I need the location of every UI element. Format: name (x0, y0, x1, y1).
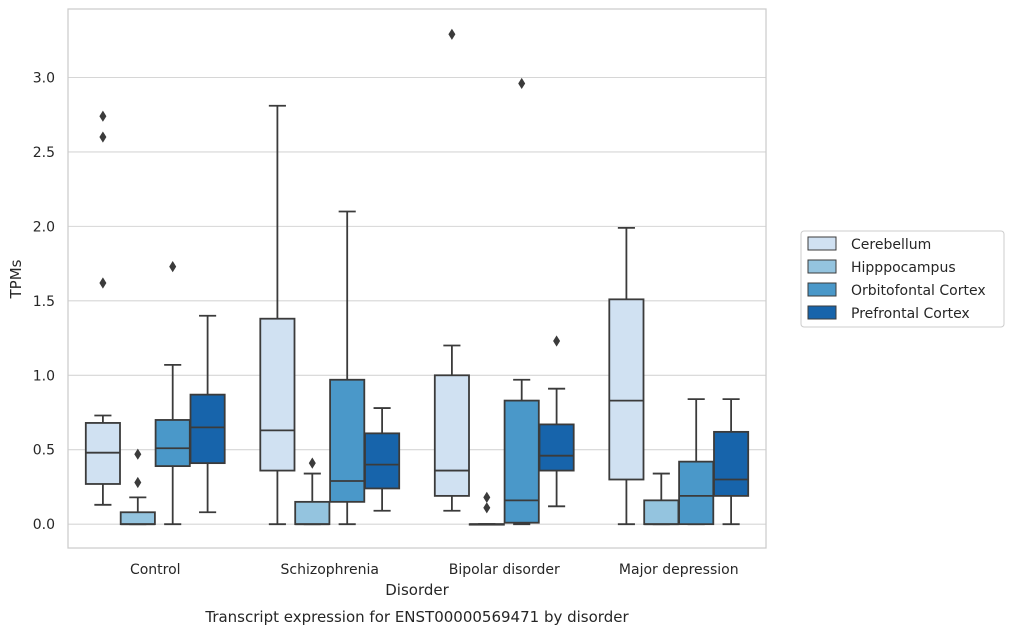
box-body (364, 432, 401, 490)
legend-label: Orbitofontal Cortex (851, 283, 986, 299)
y-tick-label: 3.0 (33, 70, 55, 86)
x-tick-label: Major depression (619, 562, 739, 578)
box-1-3 (364, 407, 401, 512)
box-3-2 (678, 398, 715, 526)
y-tick-labels: 0.0 0.5 1.0 1.5 2.0 2.5 3.0 (33, 70, 55, 533)
box-body (538, 423, 575, 472)
legend-items: Cerebellum Hipppocampus Orbitofontal Corte… (807, 236, 986, 322)
legend-label: Hipppocampus (851, 260, 956, 276)
box-3-0 (608, 226, 645, 526)
box-1-0 (259, 104, 296, 526)
plot-frame (67, 8, 767, 549)
outlier-point (308, 457, 316, 469)
legend-swatch (807, 259, 837, 274)
y-tick-label: 1.5 (33, 294, 55, 310)
box-0-1 (119, 448, 156, 526)
outlier-point (448, 28, 456, 40)
box-0-3 (189, 314, 226, 514)
outlier-point (134, 448, 142, 460)
boxes (84, 28, 750, 526)
legend-swatch (807, 282, 837, 297)
chart-caption: Transcript expression for ENST0000056947… (204, 608, 629, 626)
box-body (678, 460, 715, 526)
box-body (189, 393, 226, 465)
box-0-0 (84, 110, 121, 506)
box-body (713, 430, 750, 497)
outlier-point (99, 277, 107, 289)
box-2-1 (468, 491, 505, 526)
box-body (329, 378, 366, 503)
box-2-0 (433, 28, 470, 512)
box-3-3 (713, 398, 750, 526)
x-tick-label: Schizophrenia (281, 562, 379, 578)
legend-swatch (807, 236, 837, 251)
outlier-point (99, 131, 107, 143)
x-tick-labels: Control Schizophrenia Bipolar disorder Majo… (130, 562, 739, 578)
outlier-point (483, 502, 491, 514)
y-tick-label: 2.5 (33, 145, 55, 161)
outlier-point (553, 335, 561, 347)
outlier-point (518, 77, 526, 90)
box-body (433, 374, 470, 497)
box-body (294, 500, 331, 526)
x-tick-label: Bipolar disorder (449, 562, 560, 578)
outlier-point (169, 260, 177, 273)
legend-swatch (807, 305, 837, 320)
outlier-point (134, 476, 142, 489)
legend: Cerebellum Hipppocampus Orbitofontal Corte… (800, 230, 1005, 328)
x-tick-label: Control (130, 562, 181, 578)
y-tick-label: 0.0 (33, 517, 55, 533)
box-body (154, 419, 191, 468)
box-body (643, 499, 680, 526)
box-2-2 (503, 77, 540, 526)
legend-label: Prefrontal Cortex (851, 306, 970, 322)
x-axis-label: Disorder (385, 581, 449, 599)
box-body (503, 399, 540, 524)
outlier-point (483, 491, 491, 503)
y-tick-label: 1.0 (33, 368, 55, 384)
box-body (119, 511, 156, 526)
legend-frame (800, 230, 1005, 328)
legend-label: Cerebellum (851, 237, 931, 253)
y-tick-label: 2.0 (33, 219, 55, 235)
outlier-point (99, 110, 107, 122)
y-tick-label: 0.5 (33, 443, 55, 459)
box-1-1 (294, 457, 331, 526)
box-body (608, 298, 645, 481)
y-axis-label: TPMs (7, 259, 25, 299)
box-body (259, 317, 296, 472)
box-2-3 (538, 335, 575, 508)
box-3-1 (643, 472, 680, 526)
box-1-2 (329, 210, 366, 526)
box-0-2 (154, 260, 191, 526)
